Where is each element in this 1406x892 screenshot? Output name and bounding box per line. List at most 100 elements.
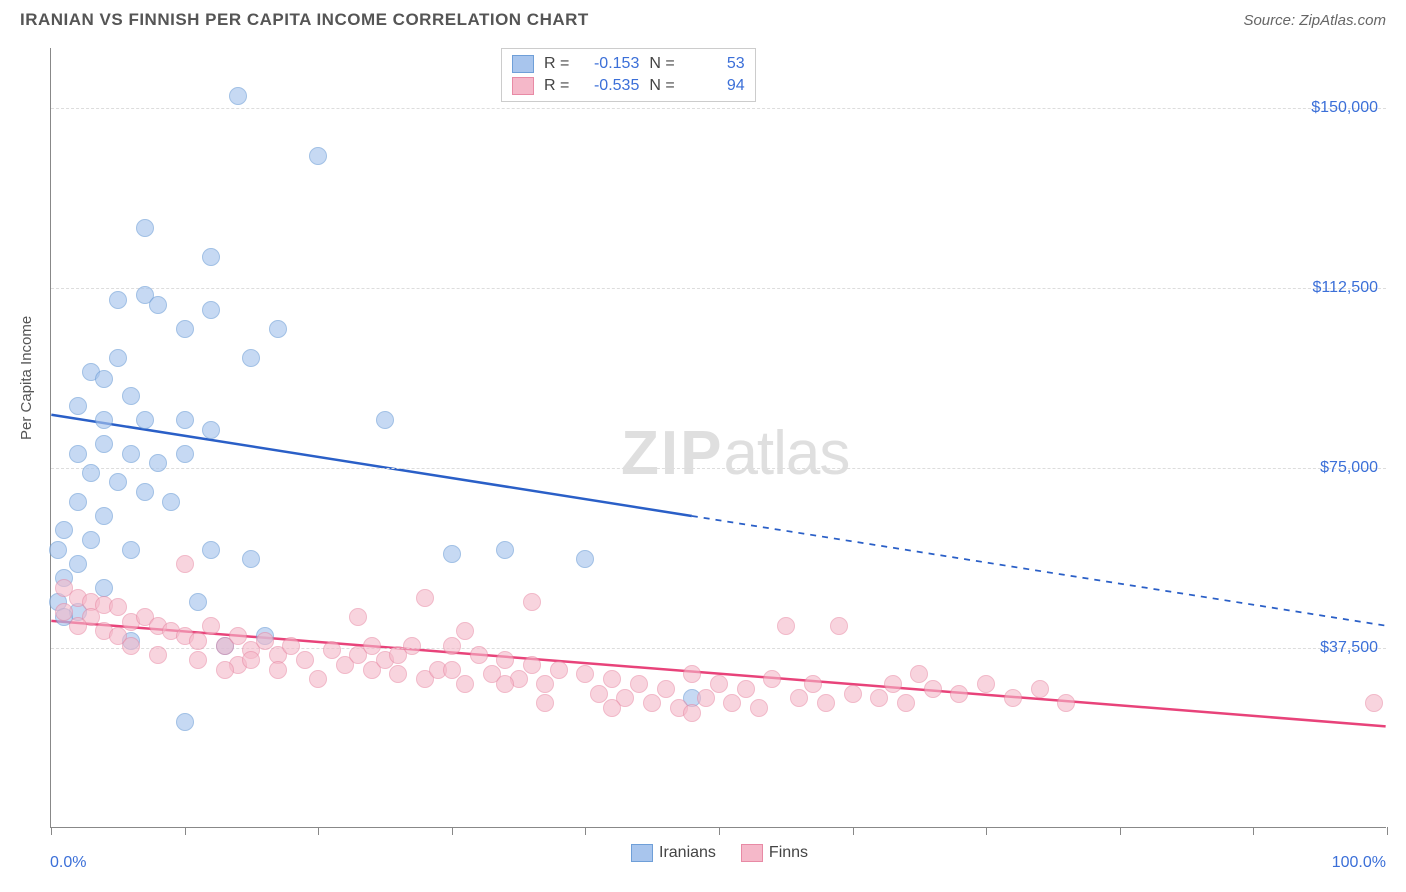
legend-n-label: N =	[649, 55, 674, 73]
xtick	[1253, 827, 1254, 835]
scatter-point	[122, 387, 140, 405]
watermark-zip: ZIP	[621, 419, 723, 488]
scatter-point	[376, 411, 394, 429]
scatter-point	[282, 637, 300, 655]
legend-r-label: R =	[544, 55, 569, 73]
scatter-point	[443, 545, 461, 563]
scatter-point	[830, 617, 848, 635]
scatter-point	[95, 370, 113, 388]
scatter-point	[496, 651, 514, 669]
yaxis-label: Per Capita Income	[18, 316, 35, 440]
legend-n-value: 53	[685, 55, 745, 73]
legend-n-value: 94	[685, 77, 745, 95]
swatch-icon	[512, 77, 534, 95]
scatter-point	[523, 656, 541, 674]
scatter-point	[122, 637, 140, 655]
xtick	[1387, 827, 1388, 835]
scatter-point	[269, 661, 287, 679]
scatter-point	[55, 521, 73, 539]
gridline	[51, 468, 1386, 469]
legend-label: Finns	[769, 844, 808, 862]
scatter-point	[443, 637, 461, 655]
ytick-label: $37,500	[1320, 639, 1378, 657]
scatter-point	[630, 675, 648, 693]
xtick	[452, 827, 453, 835]
scatter-point	[443, 661, 461, 679]
series-legend: Iranians Finns	[631, 844, 808, 862]
ytick-label: $75,000	[1320, 459, 1378, 477]
gridline	[51, 108, 1386, 109]
xtick	[585, 827, 586, 835]
scatter-point	[977, 675, 995, 693]
legend-row: R = -0.153 N = 53	[512, 53, 745, 75]
scatter-point	[643, 694, 661, 712]
scatter-point	[69, 397, 87, 415]
scatter-point	[296, 651, 314, 669]
watermark: ZIPatlas	[621, 418, 849, 489]
scatter-point	[69, 445, 87, 463]
swatch-icon	[631, 844, 653, 862]
chart-area: ZIPatlas R = -0.153 N = 53 R = -0.535 N …	[50, 48, 1386, 828]
scatter-point	[109, 598, 127, 616]
scatter-point	[710, 675, 728, 693]
scatter-point	[750, 699, 768, 717]
scatter-point	[176, 411, 194, 429]
chart-title: IRANIAN VS FINNISH PER CAPITA INCOME COR…	[20, 10, 589, 30]
scatter-point	[456, 675, 474, 693]
scatter-point	[697, 689, 715, 707]
scatter-point	[136, 411, 154, 429]
scatter-point	[1031, 680, 1049, 698]
scatter-point	[910, 665, 928, 683]
scatter-point	[256, 632, 274, 650]
ytick-label: $150,000	[1311, 99, 1378, 117]
scatter-point	[229, 627, 247, 645]
scatter-point	[176, 445, 194, 463]
scatter-point	[536, 694, 554, 712]
scatter-point	[109, 291, 127, 309]
scatter-point	[202, 541, 220, 559]
scatter-point	[950, 685, 968, 703]
scatter-point	[136, 219, 154, 237]
scatter-point	[884, 675, 902, 693]
scatter-point	[149, 296, 167, 314]
scatter-point	[69, 617, 87, 635]
scatter-point	[590, 685, 608, 703]
legend-label: Iranians	[659, 844, 716, 862]
legend-item: Iranians	[631, 844, 716, 862]
scatter-point	[657, 680, 675, 698]
scatter-point	[683, 665, 701, 683]
scatter-point	[470, 646, 488, 664]
scatter-point	[897, 694, 915, 712]
scatter-point	[82, 531, 100, 549]
scatter-point	[737, 680, 755, 698]
xtick	[1120, 827, 1121, 835]
xtick	[51, 827, 52, 835]
xtick	[986, 827, 987, 835]
scatter-point	[82, 464, 100, 482]
scatter-point	[349, 608, 367, 626]
trend-lines	[51, 48, 1386, 827]
scatter-point	[202, 617, 220, 635]
scatter-point	[323, 641, 341, 659]
scatter-point	[723, 694, 741, 712]
legend-r-value: -0.153	[579, 55, 639, 73]
scatter-point	[242, 550, 260, 568]
scatter-point	[189, 593, 207, 611]
scatter-point	[804, 675, 822, 693]
scatter-point	[496, 675, 514, 693]
scatter-point	[55, 603, 73, 621]
ytick-label: $112,500	[1312, 279, 1378, 297]
scatter-point	[176, 320, 194, 338]
scatter-point	[242, 349, 260, 367]
scatter-point	[49, 541, 67, 559]
gridline	[51, 288, 1386, 289]
scatter-point	[109, 473, 127, 491]
xtick	[318, 827, 319, 835]
scatter-point	[523, 593, 541, 611]
legend-row: R = -0.535 N = 94	[512, 75, 745, 97]
scatter-point	[496, 541, 514, 559]
scatter-point	[603, 670, 621, 688]
correlation-legend: R = -0.153 N = 53 R = -0.535 N = 94	[501, 48, 756, 102]
source-label: Source: ZipAtlas.com	[1243, 12, 1386, 29]
scatter-point	[95, 411, 113, 429]
